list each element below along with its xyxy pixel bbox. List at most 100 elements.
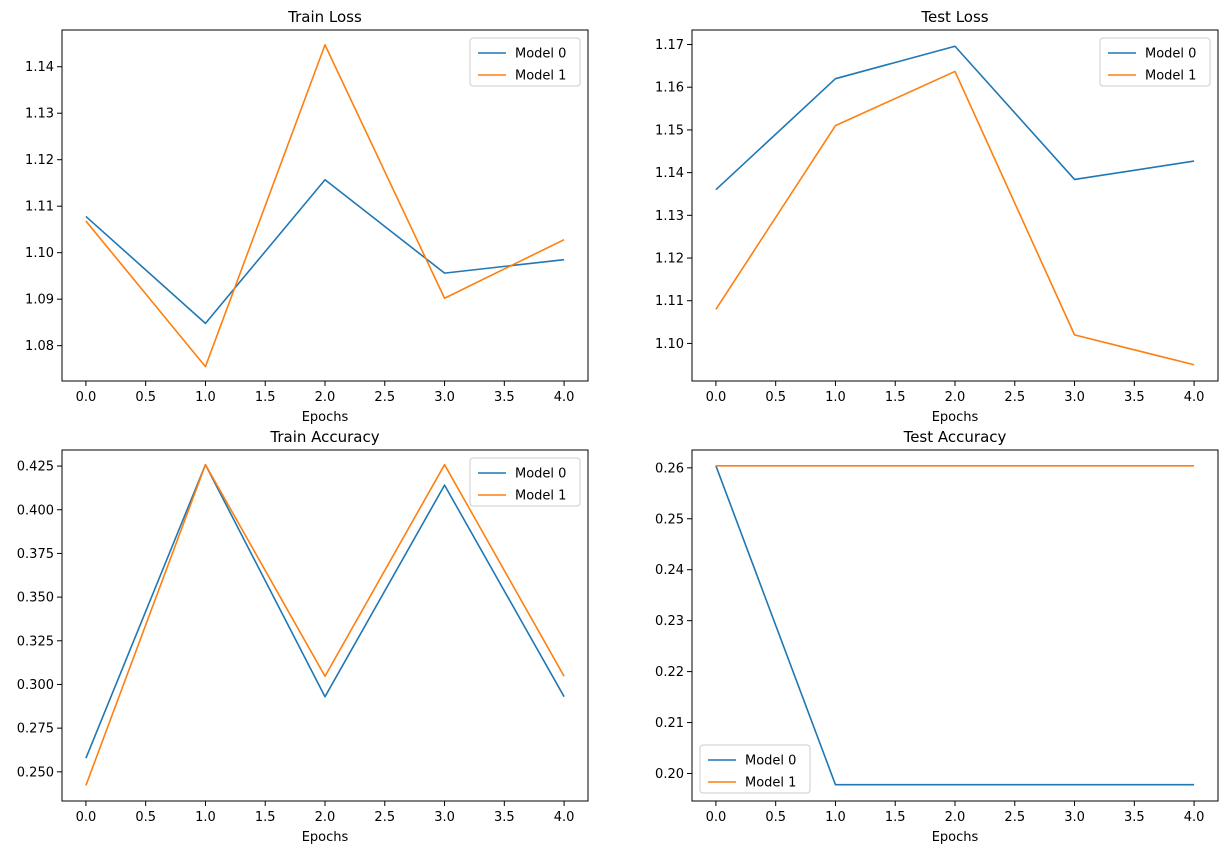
- x-tick-label: 0.0: [706, 390, 727, 405]
- legend-label-model-0: Model 0: [745, 754, 796, 769]
- chart-panel-1: Test Loss Epochs 0.0 0.5 1.0 1.5 2.0 2.5 3.0 3.5 4…: [655, 8, 1219, 425]
- x-axis-label: Epochs: [302, 830, 349, 845]
- x-tick-label: 3.5: [1124, 390, 1145, 405]
- x-tick-label: 2.5: [374, 810, 395, 825]
- x-tick-label: 4.0: [1184, 810, 1205, 825]
- y-tick-label: 1.10: [25, 246, 54, 261]
- y-tick-label: 0.275: [17, 722, 54, 737]
- series-line-model-0: [85, 463, 565, 759]
- x-tick-label: 0.5: [135, 390, 156, 405]
- y-tick-label: 1.14: [655, 166, 684, 181]
- x-tick-label: 3.5: [1124, 810, 1145, 825]
- y-tick-label: 0.425: [17, 460, 54, 475]
- y-tick-label: 1.15: [655, 123, 684, 138]
- x-tick-label: 4.0: [1184, 390, 1205, 405]
- series-line-model-1: [85, 463, 565, 786]
- legend: Model 0 Model 1: [1099, 37, 1211, 87]
- y-tick-label: 1.14: [25, 60, 54, 75]
- legend-label-model-0: Model 0: [1145, 47, 1196, 62]
- x-tick-label: 4.0: [554, 810, 575, 825]
- x-tick-label: 2.5: [374, 390, 395, 405]
- legend-label-model-0: Model 0: [515, 467, 566, 482]
- x-tick-label: 0.0: [76, 390, 97, 405]
- legend: Model 0 Model 1: [469, 457, 581, 507]
- series-line-model-0: [85, 178, 565, 325]
- y-tick-label: 0.350: [17, 591, 54, 606]
- x-tick-label: 0.0: [706, 810, 727, 825]
- y-tick-label: 1.12: [25, 153, 54, 168]
- y-tick-label: 0.21: [655, 716, 684, 731]
- y-tick-label: 1.16: [655, 81, 684, 96]
- y-tick-label: 1.11: [655, 294, 684, 309]
- axes-frame: [61, 29, 589, 382]
- legend-label-model-0: Model 0: [515, 47, 566, 62]
- y-tick-label: 1.09: [25, 293, 54, 308]
- y-tick-label: 0.23: [655, 614, 684, 629]
- y-tick-label: 1.08: [25, 339, 54, 354]
- chart-title: Test Accuracy: [903, 428, 1007, 446]
- x-tick-label: 0.5: [765, 390, 786, 405]
- x-axis-label: Epochs: [932, 410, 979, 425]
- legend-label-model-1: Model 1: [745, 776, 796, 791]
- x-tick-label: 2.0: [315, 810, 336, 825]
- x-axis-label: Epochs: [302, 410, 349, 425]
- series-line-model-0: [715, 45, 1195, 191]
- y-tick-label: 0.250: [17, 765, 54, 780]
- y-tick-label: 1.10: [655, 337, 684, 352]
- series-line-model-1: [715, 70, 1195, 366]
- x-tick-label: 3.0: [434, 810, 455, 825]
- y-tick-label: 0.325: [17, 634, 54, 649]
- y-tick-label: 0.24: [655, 563, 684, 578]
- axes-frame: [691, 29, 1219, 382]
- x-tick-label: 3.0: [434, 390, 455, 405]
- y-tick-label: 0.400: [17, 503, 54, 518]
- x-tick-label: 2.5: [1004, 390, 1025, 405]
- x-tick-label: 1.5: [885, 810, 906, 825]
- y-tick-label: 1.11: [25, 200, 54, 215]
- x-tick-label: 0.0: [76, 810, 97, 825]
- x-tick-label: 1.5: [255, 810, 276, 825]
- x-tick-label: 1.0: [825, 390, 846, 405]
- y-tick-label: 0.300: [17, 678, 54, 693]
- x-tick-label: 2.0: [315, 390, 336, 405]
- x-tick-label: 2.0: [945, 390, 966, 405]
- x-tick-label: 3.5: [494, 810, 515, 825]
- x-tick-label: 3.5: [494, 390, 515, 405]
- chart-panel-0: Train Loss Epochs 0.0 0.5 1.0 1.5 2.0 2.5 3.0 3.5…: [25, 8, 589, 425]
- y-tick-label: 0.25: [655, 512, 684, 527]
- axes-frame: [691, 449, 1219, 802]
- legend: Model 0 Model 1: [469, 37, 581, 87]
- chart-panel-3: Test Accuracy Epochs 0.0 0.5 1.0 1.5 2.0 2.5 3.0…: [655, 428, 1219, 845]
- series-line-model-1: [85, 44, 565, 368]
- legend-label-model-1: Model 1: [515, 489, 566, 504]
- x-tick-label: 1.5: [255, 390, 276, 405]
- legend-box: [469, 457, 581, 507]
- y-tick-label: 1.12: [655, 252, 684, 267]
- x-axis-label: Epochs: [932, 830, 979, 845]
- x-tick-label: 1.0: [195, 390, 216, 405]
- series-line-model-0: [715, 465, 1195, 786]
- x-tick-label: 3.0: [1064, 390, 1085, 405]
- y-tick-label: 0.20: [655, 767, 684, 782]
- x-tick-label: 3.0: [1064, 810, 1085, 825]
- legend-box: [469, 37, 581, 87]
- chart-panel-2: Train Accuracy Epochs 0.0 0.5 1.0 1.5 2.0 2.5 3.…: [17, 428, 589, 845]
- x-tick-label: 1.5: [885, 390, 906, 405]
- y-tick-label: 1.17: [655, 38, 684, 53]
- legend: Model 0 Model 1: [699, 744, 811, 794]
- y-tick-label: 1.13: [655, 209, 684, 224]
- legend-label-model-1: Model 1: [515, 69, 566, 84]
- x-tick-label: 1.0: [825, 810, 846, 825]
- x-tick-label: 2.5: [1004, 810, 1025, 825]
- x-tick-label: 1.0: [195, 810, 216, 825]
- x-tick-label: 0.5: [135, 810, 156, 825]
- legend-label-model-1: Model 1: [1145, 69, 1196, 84]
- chart-title: Train Accuracy: [269, 428, 379, 446]
- y-tick-label: 1.13: [25, 107, 54, 122]
- legend-box: [1099, 37, 1211, 87]
- x-tick-label: 0.5: [765, 810, 786, 825]
- y-tick-label: 0.375: [17, 547, 54, 562]
- x-tick-label: 2.0: [945, 810, 966, 825]
- chart-title: Test Loss: [920, 8, 988, 26]
